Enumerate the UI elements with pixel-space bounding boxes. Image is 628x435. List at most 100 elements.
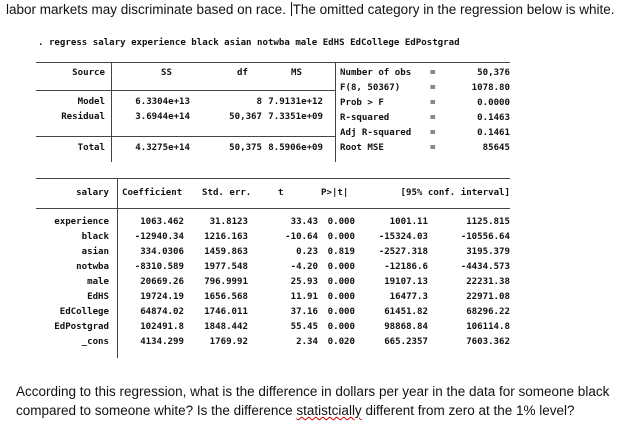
coef-header-coef: Coefficient — [122, 188, 183, 198]
coef-cell-var: notwba — [76, 262, 109, 272]
intro-text: labor markets may discriminate based on … — [6, 2, 624, 17]
anova-total-ms: 8.5906e+09 — [268, 143, 323, 153]
stat-equals: = — [430, 113, 436, 123]
coef-cell-lo: 61451.82 — [384, 307, 428, 317]
coef-top-rule — [36, 178, 510, 179]
anova-top-rule — [36, 62, 510, 63]
stat-label: Prob > F — [340, 98, 384, 108]
coef-cell-se: 1216.163 — [204, 232, 248, 242]
anova-row-source: Model — [77, 97, 105, 107]
coef-cell-t: 25.93 — [290, 277, 318, 287]
coef-cell-hi: 22231.38 — [466, 277, 510, 287]
stat-equals: = — [430, 98, 436, 108]
anova-row-source: Residual — [61, 112, 105, 122]
anova-row-df: 8 — [256, 97, 262, 107]
anova-total-ss: 4.3275e+14 — [135, 143, 190, 153]
stat-label: F(8, 50367) — [340, 83, 401, 93]
coef-cell-se: 1769.92 — [209, 337, 248, 347]
coef-cell-hi: 7603.362 — [466, 337, 510, 347]
stat-label: Number of obs — [340, 68, 412, 78]
anova-row-ss: 6.3304e+13 — [135, 97, 190, 107]
coef-cell-hi: 22971.08 — [466, 292, 510, 302]
stat-value: 50,376 — [477, 68, 510, 78]
stat-value: 0.1463 — [477, 113, 510, 123]
misspelled-word: statistcially — [296, 403, 362, 418]
coef-cell-se: 1746.011 — [204, 307, 248, 317]
coef-cell-t: 37.16 — [290, 307, 318, 317]
stat-equals: = — [430, 143, 436, 153]
anova-table: Source SS df MS Model 6.3304e+13 8 7.913… — [36, 62, 510, 162]
coef-header-p: P>|t| — [321, 188, 349, 198]
coef-cell-se: 31.8123 — [209, 217, 248, 227]
anova-row-ss: 3.6944e+14 — [135, 112, 190, 122]
coef-cell-coef: 1063.462 — [140, 217, 184, 227]
coef-cell-p: 0.000 — [327, 322, 355, 332]
coef-cell-t: 2.34 — [296, 337, 318, 347]
coef-cell-hi: 106114.8 — [466, 322, 510, 332]
coef-cell-lo: 16477.3 — [389, 292, 428, 302]
intro-text-end: The omitted category in the regression b… — [292, 2, 615, 17]
coef-cell-t: 55.45 — [290, 322, 318, 332]
coef-cell-t: 11.91 — [290, 292, 318, 302]
coef-cell-lo: -2527.318 — [378, 247, 428, 257]
anova-stats-divider — [335, 62, 336, 162]
anova-header-source: Source — [72, 68, 105, 78]
coef-cell-var: experience — [54, 217, 109, 227]
intro-text-start: labor markets may discriminate based on … — [6, 2, 290, 17]
text-cursor — [290, 2, 292, 16]
anova-header-rule — [36, 90, 335, 91]
coef-cell-var: _cons — [81, 337, 109, 347]
stat-label: Adj R-squared — [340, 128, 412, 138]
coef-cell-p: 0.000 — [327, 277, 355, 287]
coef-cell-coef: 20669.26 — [140, 277, 184, 287]
coef-cell-var: EdPostgrad — [54, 322, 109, 332]
coef-cell-var: EdHS — [87, 292, 109, 302]
anova-row-ms: 7.3351e+09 — [268, 112, 323, 122]
coef-cell-coef: -12940.34 — [134, 232, 184, 242]
coef-cell-p: 0.000 — [327, 232, 355, 242]
coef-cell-se: 1656.568 — [204, 292, 248, 302]
coef-cell-p: 0.000 — [327, 307, 355, 317]
coef-header-rule — [36, 208, 510, 209]
coef-cell-hi: 68296.22 — [466, 307, 510, 317]
stat-equals: = — [430, 128, 436, 138]
stat-label: Root MSE — [340, 143, 384, 153]
coef-header-se: Std. err. — [202, 188, 252, 198]
coef-cell-hi: -4434.573 — [460, 262, 510, 272]
regress-command: . regress salary experience black asian … — [38, 38, 460, 48]
coef-cell-hi: -10556.64 — [460, 232, 510, 242]
coef-cell-coef: 334.0306 — [140, 247, 184, 257]
coef-cell-var: EdCollege — [59, 307, 109, 317]
coef-cell-p: 0.020 — [327, 337, 355, 347]
coef-cell-p: 0.819 — [327, 247, 355, 257]
coef-header-ci: [95% conf. interval] — [400, 188, 511, 198]
question-part-1: According to this regression, what is th… — [16, 384, 610, 418]
anova-header-ms: MS — [291, 68, 302, 78]
coef-cell-t: -4.20 — [290, 262, 318, 272]
stat-value: 0.1461 — [477, 128, 510, 138]
coef-cell-se: 1459.863 — [204, 247, 248, 257]
coef-cell-coef: -8310.589 — [134, 262, 184, 272]
coef-cell-lo: 98868.84 — [384, 322, 428, 332]
anova-header-df: df — [237, 68, 248, 78]
coef-cell-se: 1977.548 — [204, 262, 248, 272]
coef-cell-t: 0.23 — [296, 247, 318, 257]
coef-cell-t: -10.64 — [285, 232, 318, 242]
coef-cell-var: male — [87, 277, 109, 287]
coef-cell-se: 1848.442 — [204, 322, 248, 332]
coef-cell-p: 0.000 — [327, 217, 355, 227]
coef-cell-hi: 3195.379 — [466, 247, 510, 257]
stat-equals: = — [430, 68, 436, 78]
stat-value: 85645 — [482, 143, 510, 153]
coef-cell-coef: 64874.02 — [140, 307, 184, 317]
coef-cell-coef: 19724.19 — [140, 292, 184, 302]
coef-cell-var: asian — [81, 247, 109, 257]
stat-label: R-squared — [340, 113, 390, 123]
coef-cell-var: black — [81, 232, 109, 242]
anova-total-rule — [36, 136, 335, 137]
anova-total-source: Total — [77, 143, 105, 153]
coef-cell-lo: -12186.6 — [384, 262, 428, 272]
coef-cell-lo: -15324.03 — [378, 232, 428, 242]
anova-row-ms: 7.9131e+12 — [268, 97, 323, 107]
coef-cell-lo: 19107.13 — [384, 277, 428, 287]
